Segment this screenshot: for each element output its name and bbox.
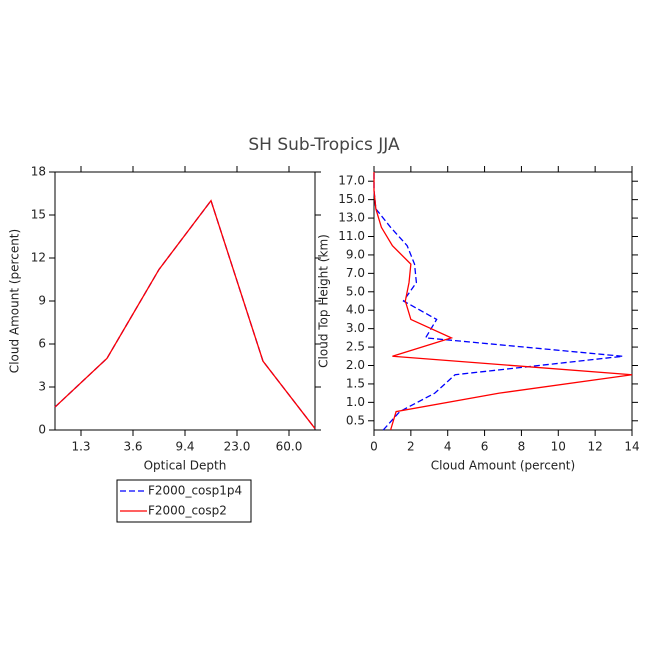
x-tick-label: 0 <box>370 440 378 454</box>
x-tick-label: 60.0 <box>276 440 303 454</box>
x-tick-label: 4 <box>444 440 452 454</box>
y-tick-label: 5.0 <box>346 284 365 298</box>
y-axis-label: Cloud Top Height (km) <box>317 234 331 368</box>
y-tick-label: 0.5 <box>346 413 365 427</box>
y-tick-label: 3.0 <box>346 321 365 335</box>
chart-title: SH Sub-Tropics JJA <box>248 135 400 155</box>
y-tick-label: 17.0 <box>338 174 365 188</box>
x-tick-label: 8 <box>518 440 526 454</box>
series-line <box>373 172 623 431</box>
x-tick-label: 10 <box>551 440 566 454</box>
x-tick-label: 14 <box>624 440 639 454</box>
x-tick-label: 3.6 <box>123 440 142 454</box>
y-tick-label: 2.5 <box>346 340 365 354</box>
x-tick-label: 2 <box>407 440 415 454</box>
y-tick-label: 7.0 <box>346 266 365 280</box>
y-tick-label: 1.0 <box>346 395 365 409</box>
x-tick-label: 12 <box>588 440 603 454</box>
x-tick-label: 6 <box>481 440 489 454</box>
x-tick-label: 9.4 <box>175 440 194 454</box>
y-tick-label: 13.0 <box>338 211 365 225</box>
x-axis-label: Cloud Amount (percent) <box>431 459 575 473</box>
plot-frame <box>373 171 633 431</box>
legend-box <box>116 479 252 523</box>
legend-label: F2000_cosp2 <box>148 504 227 518</box>
y-tick-label: 1.5 <box>346 376 365 390</box>
y-tick-label: 12 <box>31 251 46 265</box>
legend-label: F2000_cosp1p4 <box>148 484 242 498</box>
y-tick-label: 0 <box>38 423 46 437</box>
y-tick-label: 18 <box>31 165 46 179</box>
x-axis-label: Optical Depth <box>144 459 227 473</box>
y-tick-label: 15 <box>31 208 46 222</box>
y-tick-label: 4.0 <box>346 303 365 317</box>
series-line <box>54 199 316 429</box>
y-tick-label: 3 <box>38 380 46 394</box>
y-tick-label: 11.0 <box>338 229 365 243</box>
series-line <box>373 172 633 431</box>
y-tick-label: 2.0 <box>346 358 365 372</box>
y-tick-label: 9.0 <box>346 247 365 261</box>
y-tick-label: 15.0 <box>338 192 365 206</box>
y-tick-label: 6 <box>38 337 46 351</box>
x-tick-label: 1.3 <box>71 440 90 454</box>
y-axis-label: Cloud Amount (percent) <box>8 229 22 373</box>
y-tick-label: 9 <box>38 294 46 308</box>
x-tick-label: 23.0 <box>224 440 251 454</box>
